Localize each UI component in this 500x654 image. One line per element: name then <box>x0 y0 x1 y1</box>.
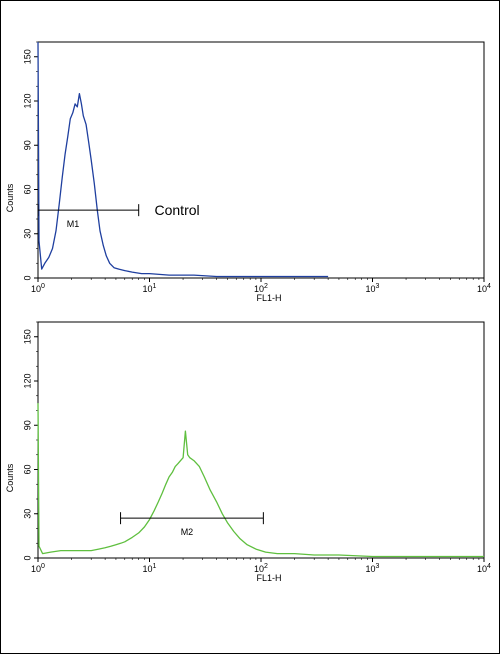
x-tick-exponent: 3 <box>376 563 380 570</box>
y-tick-label: 30 <box>22 509 32 519</box>
x-tick-base: 10 <box>254 564 264 574</box>
x-tick-label: 100 <box>31 563 45 574</box>
y-tick-label: 120 <box>22 373 32 388</box>
gate-label: M1 <box>67 219 80 229</box>
x-tick-label: 104 <box>477 283 491 294</box>
x-axis-title: FL1-H <box>256 293 281 303</box>
y-tick-label: 60 <box>22 464 32 474</box>
x-tick-base: 10 <box>254 284 264 294</box>
x-tick-base: 10 <box>31 564 41 574</box>
y-tick-label: 120 <box>22 93 32 108</box>
x-tick-exponent: 2 <box>264 563 268 570</box>
y-axis-title: Counts <box>5 463 15 492</box>
y-tick-label: 150 <box>22 329 32 344</box>
y-tick-label: 0 <box>22 555 32 560</box>
annotation-label: Control <box>155 202 200 218</box>
series-line <box>37 41 329 278</box>
x-tick-label: 102 <box>254 283 268 294</box>
x-tick-exponent: 4 <box>487 283 491 290</box>
x-tick-base: 10 <box>143 564 153 574</box>
x-tick-label: 104 <box>477 563 491 574</box>
x-tick-base: 10 <box>31 284 41 294</box>
plot-area <box>37 321 485 559</box>
x-tick-base: 10 <box>143 284 153 294</box>
x-tick-exponent: 2 <box>264 283 268 290</box>
y-tick-label: 30 <box>22 229 32 239</box>
y-tick-label: 90 <box>22 420 32 430</box>
x-tick-label: 100 <box>31 283 45 294</box>
x-tick-base: 10 <box>477 564 487 574</box>
y-tick-label: 90 <box>22 140 32 150</box>
x-tick-exponent: 0 <box>41 283 45 290</box>
x-tick-label: 103 <box>366 283 380 294</box>
x-tick-label: 101 <box>143 283 157 294</box>
x-tick-exponent: 1 <box>153 283 157 290</box>
x-tick-exponent: 0 <box>41 563 45 570</box>
y-axis-title: Counts <box>5 183 15 212</box>
y-tick-label: 60 <box>22 184 32 194</box>
series-line <box>37 403 484 558</box>
x-tick-label: 103 <box>366 563 380 574</box>
y-tick-label: 150 <box>22 49 32 64</box>
x-tick-base: 10 <box>477 284 487 294</box>
x-tick-exponent: 3 <box>376 283 380 290</box>
x-axis-title: FL1-H <box>256 573 281 583</box>
x-tick-label: 101 <box>143 563 157 574</box>
x-tick-label: 102 <box>254 563 268 574</box>
y-tick-label: 0 <box>22 275 32 280</box>
x-tick-exponent: 1 <box>153 563 157 570</box>
x-tick-base: 10 <box>366 564 376 574</box>
x-tick-base: 10 <box>366 284 376 294</box>
x-tick-exponent: 4 <box>487 563 491 570</box>
plot-area <box>37 41 485 279</box>
gate-label: M2 <box>181 527 194 537</box>
